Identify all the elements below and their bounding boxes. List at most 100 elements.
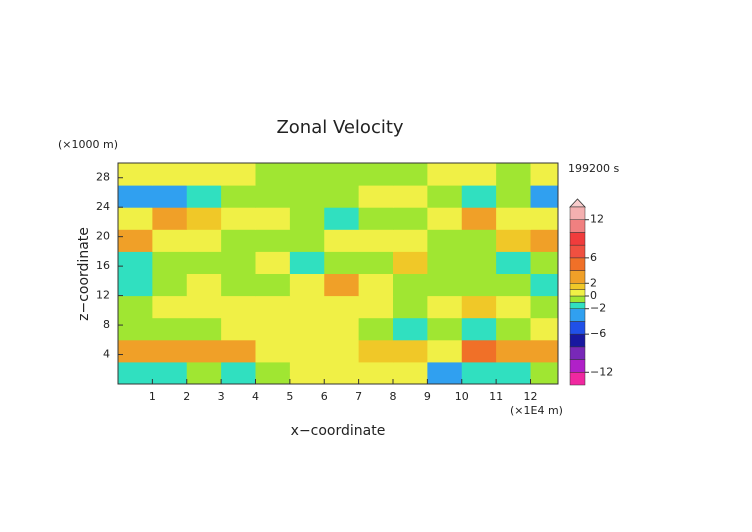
heat-cell bbox=[221, 361, 256, 385]
heat-cell bbox=[427, 163, 463, 186]
heat-cell bbox=[461, 229, 497, 252]
heat-cell bbox=[393, 295, 428, 319]
colorbar-box bbox=[569, 302, 586, 309]
y-tick-label: 28 bbox=[96, 171, 110, 184]
heat-cell bbox=[186, 339, 222, 363]
heat-cell bbox=[358, 251, 394, 274]
heat-cell bbox=[530, 229, 559, 252]
x-tick-label: 1 bbox=[149, 390, 156, 403]
heat-cell bbox=[530, 207, 559, 230]
heat-cell bbox=[221, 185, 256, 208]
heat-cell bbox=[289, 251, 325, 274]
heat-cell bbox=[427, 295, 463, 319]
heat-cell bbox=[393, 361, 428, 385]
heat-cell bbox=[461, 361, 497, 385]
heat-cell bbox=[427, 229, 463, 252]
heat-cell bbox=[221, 339, 256, 363]
heat-cell bbox=[289, 185, 325, 208]
heat-cell bbox=[496, 229, 531, 252]
heat-cell bbox=[152, 251, 188, 274]
heat-cell bbox=[255, 163, 291, 186]
x-tick-label: 11 bbox=[489, 390, 503, 403]
heat-cell bbox=[152, 163, 188, 186]
heat-cell bbox=[496, 207, 531, 230]
colorbar-box bbox=[569, 359, 586, 373]
colorbar-tick-label: 0 bbox=[590, 289, 597, 302]
colorbar-box bbox=[569, 308, 586, 322]
heat-cell bbox=[186, 251, 222, 274]
heat-cell bbox=[358, 273, 394, 297]
heat-cell bbox=[118, 207, 153, 230]
heat-cell bbox=[393, 163, 428, 186]
colorbar-tick-label: 12 bbox=[590, 213, 604, 226]
heat-cell bbox=[358, 339, 394, 363]
heat-cell bbox=[221, 273, 256, 297]
colorbar-tick-label: 6 bbox=[590, 251, 597, 264]
heat-cell bbox=[358, 229, 394, 252]
heat-cell bbox=[152, 339, 188, 363]
colorbar-tick-label: −12 bbox=[590, 365, 613, 378]
heat-cell bbox=[289, 163, 325, 186]
heat-cell bbox=[496, 317, 531, 341]
heat-cell bbox=[530, 185, 559, 208]
heat-cell bbox=[152, 361, 188, 385]
heat-cell bbox=[427, 207, 463, 230]
colorbar-box bbox=[569, 295, 586, 303]
heat-cell bbox=[118, 185, 153, 208]
heat-cell bbox=[530, 273, 559, 297]
colorbar-tick-label: 2 bbox=[590, 276, 597, 289]
heat-cell bbox=[118, 163, 153, 186]
heat-cell bbox=[324, 251, 360, 274]
colorbar-box bbox=[569, 372, 586, 386]
heat-cell bbox=[427, 361, 463, 385]
heat-cell bbox=[255, 251, 291, 274]
colorbar-box bbox=[569, 219, 586, 233]
y-tick-label: 20 bbox=[96, 230, 110, 243]
heat-cell bbox=[152, 317, 188, 341]
x-unit-label: (×1E4 m) bbox=[510, 404, 563, 417]
x-tick-label: 4 bbox=[252, 390, 259, 403]
heat-cell bbox=[496, 361, 531, 385]
y-tick-label: 12 bbox=[96, 289, 110, 302]
heat-cell bbox=[461, 251, 497, 274]
heat-cell bbox=[118, 295, 153, 319]
heat-cell bbox=[186, 317, 222, 341]
heat-cell bbox=[255, 229, 291, 252]
heat-cell bbox=[530, 317, 559, 341]
colorbar-tick-label: −6 bbox=[590, 327, 606, 340]
heat-cell bbox=[324, 273, 360, 297]
y-unit-label: (×1000 m) bbox=[58, 138, 118, 151]
heat-cell bbox=[152, 185, 188, 208]
heat-cell bbox=[461, 317, 497, 341]
heat-cell bbox=[461, 339, 497, 363]
heat-cell bbox=[186, 207, 222, 230]
colorbar-box bbox=[569, 321, 586, 335]
colorbar-box bbox=[569, 283, 586, 290]
heat-cell bbox=[461, 273, 497, 297]
heat-cell bbox=[393, 185, 428, 208]
colorbar-box bbox=[569, 289, 586, 297]
y-tick-label: 16 bbox=[96, 259, 110, 272]
heat-cell bbox=[324, 229, 360, 252]
colorbar-box bbox=[569, 244, 586, 259]
heat-cell bbox=[186, 361, 222, 385]
heat-cell bbox=[324, 185, 360, 208]
heat-cell bbox=[186, 163, 222, 186]
heat-cell bbox=[324, 207, 360, 230]
x-tick-label: 5 bbox=[286, 390, 293, 403]
heat-cell bbox=[255, 339, 291, 363]
heat-cell bbox=[427, 273, 463, 297]
heat-cell bbox=[255, 207, 291, 230]
y-tick-label: 8 bbox=[103, 318, 110, 331]
x-tick-label: 8 bbox=[390, 390, 397, 403]
x-axis-label: x−coordinate bbox=[291, 423, 386, 439]
heat-cell bbox=[393, 273, 428, 297]
heat-cell bbox=[324, 361, 360, 385]
heat-cell bbox=[289, 361, 325, 385]
heat-cell bbox=[118, 361, 153, 385]
heat-cell bbox=[255, 273, 291, 297]
heat-cell bbox=[358, 207, 394, 230]
heat-cell bbox=[461, 185, 497, 208]
heat-cell bbox=[393, 207, 428, 230]
heat-cell bbox=[324, 163, 360, 186]
